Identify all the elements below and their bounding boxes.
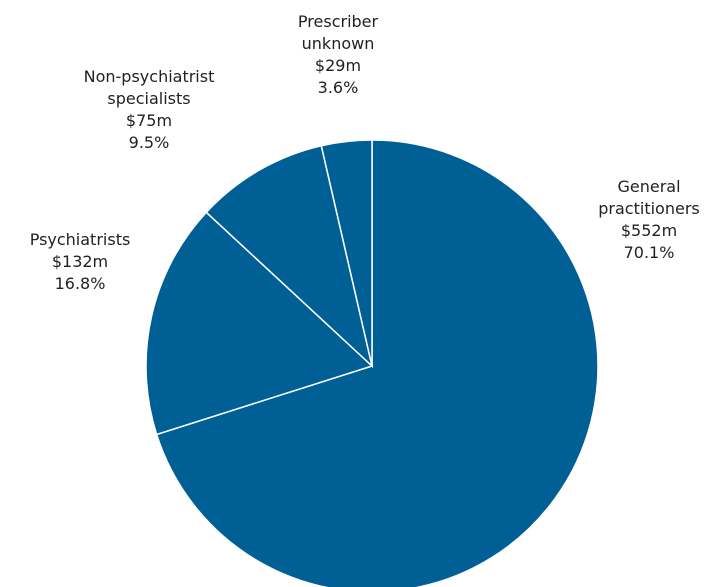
pie-slice [320, 139, 373, 367]
slice-label: General practitioners $552m 70.1% [598, 176, 699, 264]
amount-label: $75m [125, 111, 173, 130]
amount-label: $552m [620, 221, 678, 240]
pie-slice [155, 139, 599, 587]
category-label: Psychiatrists [29, 230, 131, 249]
value-label: 70.1% [623, 243, 675, 262]
slice-label: Psychiatrists $132m 16.8% [30, 229, 131, 295]
amount-label: $29m [314, 56, 362, 75]
amount-label: $132m [51, 252, 109, 271]
slice-label: Non-psychiatrist specialists $75m 9.5% [84, 66, 215, 154]
category-label: Prescriber unknown [297, 12, 379, 53]
category-label: Non-psychiatrist specialists [83, 67, 215, 108]
value-label: 16.8% [54, 274, 106, 293]
slice-label: Prescriber unknown $29m 3.6% [298, 11, 378, 99]
pie-slice [145, 211, 374, 436]
value-label: 3.6% [317, 78, 359, 97]
pie-slice [205, 144, 374, 369]
value-label: 9.5% [128, 133, 170, 152]
category-label: General practitioners [598, 177, 700, 218]
